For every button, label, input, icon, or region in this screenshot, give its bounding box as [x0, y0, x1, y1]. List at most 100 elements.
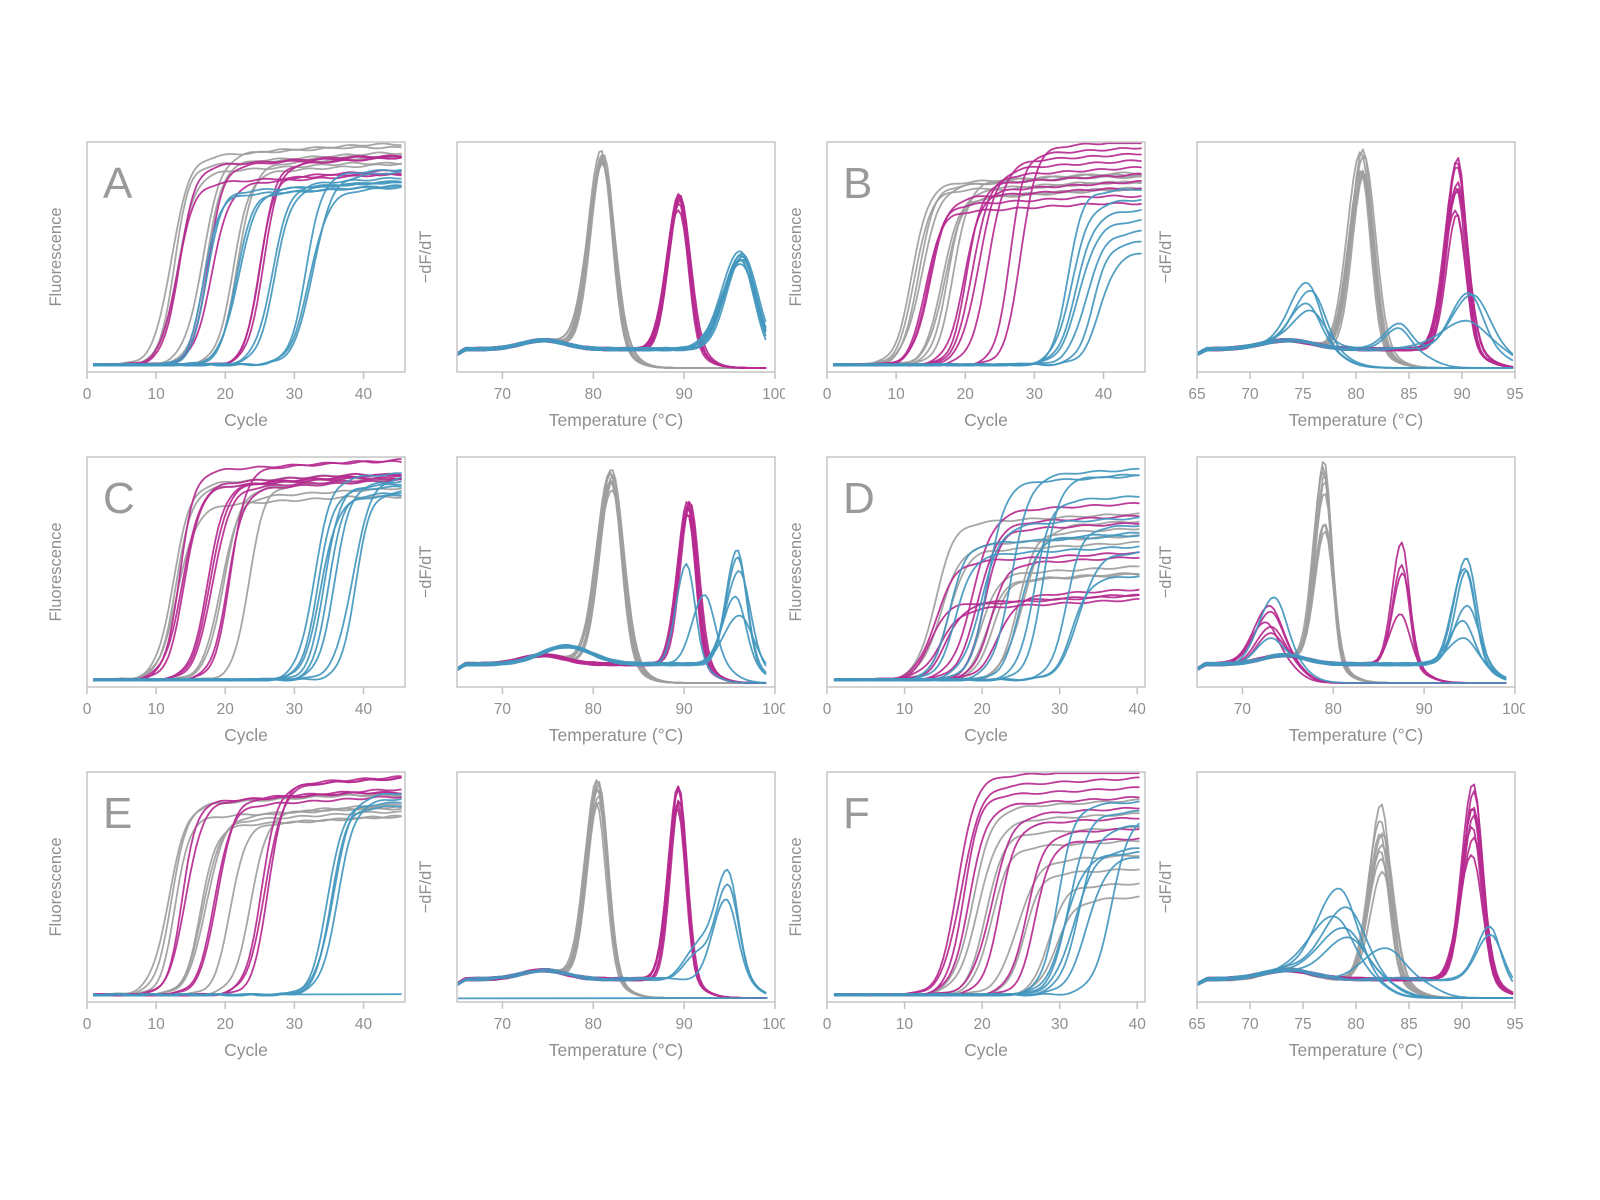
flat-curve	[93, 993, 402, 996]
amplification-curve	[833, 209, 1142, 367]
panel-C-melt-chart: 70 80 90 100 Temperature (°C) −dF/dT	[417, 456, 788, 745]
x-tick-label: 75	[1294, 386, 1311, 403]
x-axis-label: Cycle	[224, 1040, 268, 1060]
x-tick-label: 85	[1400, 386, 1417, 403]
amplification-curves	[833, 772, 1140, 997]
y-axis-label: −dF/dT	[417, 861, 435, 914]
panel-E-amplification-cell: 0 10 20 30 40 Cycle Fluorescence E	[45, 762, 415, 1075]
x-tick-label: 10	[888, 386, 906, 403]
x-tick-label: 20	[217, 1016, 235, 1033]
amplification-curve	[93, 478, 402, 682]
amplification-series-blue	[93, 472, 402, 682]
x-tick-label: 80	[585, 701, 603, 718]
panel-F-melt-cell: 65 70 75 80 85 90 95 Temperature (°C) −dF/dT	[1155, 762, 1525, 1075]
x-tick-label: 10	[896, 1016, 914, 1033]
x-tick-label: 80	[1347, 386, 1365, 403]
amplification-curves	[833, 467, 1140, 682]
melt-curve	[456, 782, 767, 999]
amplification-curve	[93, 177, 402, 367]
x-tick-label: 85	[1400, 1016, 1417, 1033]
melt-curve	[456, 154, 767, 369]
panel-B-amplification-chart: 0 10 20 30 40 Cycle Fluorescence B	[787, 141, 1146, 430]
y-axis-label: −dF/dT	[417, 546, 435, 599]
melt-curves	[456, 779, 768, 1000]
x-tick-label: 30	[1051, 1016, 1069, 1033]
panel-B-amplification-cell: 0 10 20 30 40 Cycle Fluorescence B	[785, 132, 1155, 445]
x-tick-label: 70	[1234, 701, 1252, 718]
melt-curve	[456, 556, 767, 673]
panel-F-amplification-cell: 0 10 20 30 40 Cycle Fluorescence F	[785, 762, 1155, 1075]
panel-E-melt-chart: 70 80 90 100 Temperature (°C) −dF/dT	[417, 771, 788, 1060]
melt-curve	[456, 154, 767, 369]
x-tick-label: 20	[973, 701, 991, 718]
y-axis-label: −dF/dT	[1157, 231, 1175, 284]
x-tick-label: 65	[1188, 1016, 1205, 1033]
x-axis: 65 70 75 80 85 90 95	[1188, 1002, 1524, 1033]
panel-letter-D: D	[843, 474, 875, 523]
x-tick-label: 10	[148, 1016, 166, 1033]
amplification-curve	[93, 477, 402, 682]
y-axis-label: Fluorescence	[787, 837, 805, 936]
melt-curves	[1196, 148, 1514, 369]
plot-border	[86, 141, 406, 373]
x-axis: 70 80 90 100	[494, 687, 788, 718]
x-axis: 70 80 90 100	[494, 372, 788, 403]
melt-curve	[1196, 319, 1514, 356]
panel-A-melt-cell: 70 80 90 100 Temperature (°C) −dF/dT	[415, 132, 788, 445]
melt-curves	[456, 469, 767, 684]
melt-curve	[456, 469, 767, 684]
amplification-curves	[93, 142, 402, 367]
x-tick-label: 30	[286, 386, 304, 403]
amplification-curve	[93, 807, 402, 997]
x-axis-label: Temperature (°C)	[1289, 410, 1423, 430]
panel-C-melt-cell: 70 80 90 100 Temperature (°C) −dF/dT	[415, 447, 788, 760]
melt-curve	[456, 795, 767, 999]
plot-border	[456, 771, 776, 1003]
panel-letter-C: C	[103, 474, 135, 523]
x-tick-label: 90	[1453, 386, 1471, 403]
amplification-curve	[93, 170, 402, 367]
x-tick-label: 90	[676, 701, 694, 718]
melt-curves	[456, 150, 767, 369]
panel-C-amplification-chart: 0 10 20 30 40 Cycle Fluorescence C	[47, 456, 406, 745]
melt-curve	[456, 472, 767, 684]
x-tick-label: 70	[1241, 386, 1259, 403]
panel-A-amplification-chart: 0 10 20 30 40 Cycle Fluorescence A	[47, 141, 406, 430]
melt-curve	[456, 500, 767, 684]
amplification-series-blue	[93, 169, 402, 367]
amplification-curve	[833, 551, 1140, 682]
amplification-curve	[833, 516, 1140, 682]
x-tick-label: 80	[1325, 701, 1343, 718]
amplification-series-blue	[833, 800, 1140, 997]
melt-curve	[1196, 887, 1514, 999]
x-axis-label: Temperature (°C)	[1289, 725, 1423, 745]
x-tick-label: 100	[762, 701, 785, 718]
melt-curve	[456, 150, 767, 369]
x-tick-label: 30	[286, 1016, 304, 1033]
x-axis-label: Cycle	[964, 725, 1008, 745]
x-tick-label: 0	[823, 386, 832, 403]
x-tick-label: 20	[217, 386, 235, 403]
amplification-series-blue	[833, 188, 1142, 367]
x-tick-label: 70	[1241, 1016, 1259, 1033]
x-tick-label: 20	[973, 1016, 991, 1033]
melt-curve	[456, 160, 767, 369]
x-tick-label: 80	[585, 386, 603, 403]
panel-E-amplification-chart: 0 10 20 30 40 Cycle Fluorescence E	[47, 771, 406, 1060]
melt-curve	[1196, 290, 1514, 369]
melt-series-blue	[1196, 557, 1507, 684]
x-tick-label: 0	[823, 1016, 832, 1033]
plot-border	[826, 141, 1146, 373]
amplification-series-magenta	[93, 154, 402, 367]
amplification-curve	[93, 801, 402, 997]
amplification-curve	[93, 476, 402, 682]
melt-curve	[1196, 281, 1514, 369]
x-axis: 0 10 20 30 40	[83, 687, 373, 718]
melt-series-magenta	[456, 500, 767, 684]
melt-curve	[1196, 567, 1507, 681]
x-tick-label: 40	[1095, 386, 1113, 403]
amplification-curve	[93, 477, 402, 682]
melt-curve	[456, 595, 767, 675]
panel-letter-A: A	[103, 159, 133, 208]
